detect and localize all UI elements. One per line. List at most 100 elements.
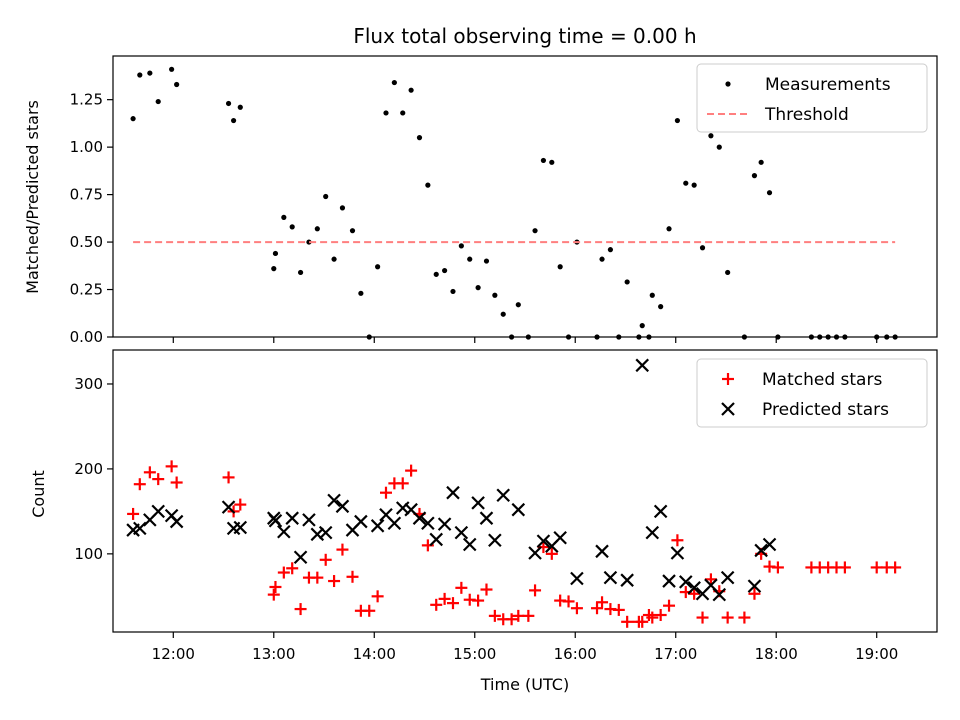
predicted-point — [653, 504, 668, 519]
y-tick-label: 0.75 — [70, 186, 103, 204]
legend-measurements-marker — [725, 81, 731, 87]
measurement-point — [174, 81, 180, 88]
measurement-point — [691, 182, 697, 188]
bottom-x-axis: 12:00 13:00 14:00 15:00 16:00 17:00 18:00 19:00 — [152, 632, 898, 663]
matched-point — [455, 581, 468, 594]
measurement-point — [289, 224, 295, 230]
y-tick-label: 0.50 — [70, 233, 103, 251]
predicted-point — [421, 516, 435, 531]
measurement-point — [557, 264, 563, 270]
matched-point — [127, 507, 140, 520]
measurement-point — [433, 271, 439, 277]
matched-point — [269, 580, 282, 593]
measurement-point — [450, 288, 456, 295]
predicted-point — [446, 485, 460, 500]
predicted-point — [327, 493, 341, 508]
measurement-point — [725, 269, 731, 276]
predicted-point — [720, 570, 735, 585]
predicted-point — [754, 543, 768, 558]
matched-point — [721, 611, 734, 624]
bottom-y-axis-label: Count — [29, 470, 48, 518]
predicted-point — [488, 533, 502, 548]
measurement-point — [281, 214, 287, 220]
predicted-point — [169, 514, 184, 529]
matched-point — [267, 588, 280, 601]
x-tick-label: 12:00 — [152, 645, 195, 663]
measurement-point — [306, 239, 312, 245]
measurement-point — [758, 159, 764, 165]
y-tick-label: 0.25 — [70, 281, 103, 299]
measurement-point — [599, 256, 605, 262]
bottom-panel: 100 200 300 12:00 13:00 14:00 15:00 16:00 17:00… — [29, 349, 938, 694]
predicted-point — [429, 532, 444, 547]
predicted-point — [151, 504, 165, 519]
measurement-point — [272, 250, 279, 257]
predicted-point — [679, 575, 693, 589]
bottom-legend: Matched stars Predicted stars — [696, 358, 928, 428]
matched-point — [319, 553, 332, 566]
matched-point — [654, 609, 667, 622]
matched-point — [537, 541, 550, 554]
predicted-point — [570, 571, 584, 586]
y-tick-label: 100 — [74, 545, 103, 563]
predicted-point — [277, 524, 291, 539]
measurement-point — [500, 311, 506, 317]
matched-point — [838, 561, 851, 574]
matched-point — [472, 594, 485, 607]
measurement-point — [540, 157, 547, 164]
y-tick-label: 300 — [74, 375, 103, 393]
bottom-plot-frame — [112, 349, 938, 633]
measurement-point — [169, 66, 175, 72]
predicted-point — [437, 517, 452, 531]
predicted-point — [302, 513, 316, 527]
predicted-point — [221, 500, 236, 514]
predicted-point — [462, 537, 477, 552]
matched-point — [294, 603, 307, 616]
measurement-point — [400, 110, 406, 116]
predicted-point — [511, 502, 526, 517]
predicted-point — [620, 573, 634, 587]
predicted-point — [595, 544, 609, 559]
matched-point — [696, 611, 709, 624]
measurement-point — [137, 72, 143, 78]
legend-measurements-label: Measurements — [765, 75, 891, 95]
matched-point — [336, 543, 349, 556]
matched-point — [671, 534, 684, 547]
measurement-point — [649, 292, 655, 298]
measurement-point — [549, 159, 555, 165]
x-tick-label: 14:00 — [353, 645, 396, 663]
bottom-series-layer — [126, 358, 902, 628]
measurement-point — [699, 245, 706, 251]
measurement-point — [483, 258, 490, 264]
matched-point — [748, 587, 761, 600]
predicted-point — [662, 574, 676, 588]
matched-point — [704, 573, 717, 586]
measurement-point — [297, 269, 304, 276]
measurement-point — [674, 117, 681, 124]
matched-point — [311, 571, 324, 584]
measurement-point — [683, 180, 689, 186]
matched-point — [889, 561, 902, 574]
legend-matched-marker — [722, 373, 734, 385]
matched-point — [870, 561, 883, 574]
predicted-point — [370, 519, 385, 533]
measurement-point — [458, 243, 464, 249]
matched-point — [430, 598, 443, 611]
measurement-point — [391, 79, 397, 86]
measurement-point — [271, 266, 277, 272]
matched-point — [346, 570, 359, 583]
top-y-axis-label: Matched/Predicted stars — [23, 100, 42, 294]
matched-point — [612, 603, 625, 616]
predicted-point — [387, 516, 402, 531]
matched-point — [738, 611, 751, 624]
predicted-point — [412, 511, 427, 525]
measurement-point — [708, 133, 714, 139]
matched-point — [596, 596, 609, 609]
x-tick-label: 18:00 — [755, 645, 798, 663]
predicted-point — [233, 520, 248, 535]
matched-point — [222, 471, 235, 484]
measurement-point — [358, 290, 364, 296]
series-predicted-stars — [126, 358, 777, 602]
predicted-point — [268, 513, 283, 528]
matched-point — [663, 599, 676, 612]
